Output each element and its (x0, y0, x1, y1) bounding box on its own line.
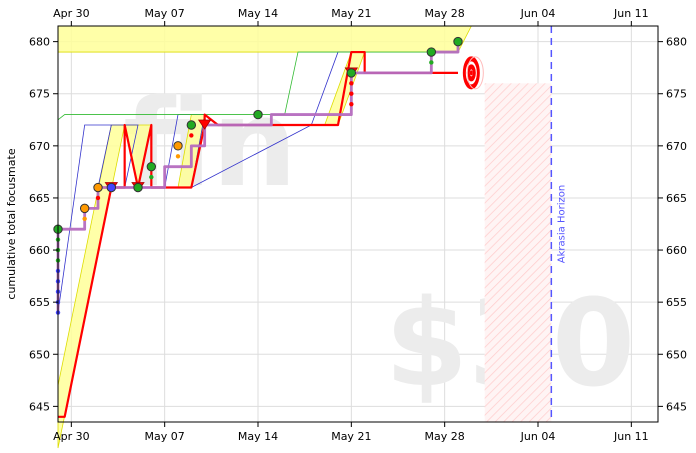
x-tick-label-bottom: Jun 11 (613, 430, 649, 443)
akrasia-horizon: Akrasia Horizon (550, 26, 567, 422)
plot-frame (57, 25, 659, 423)
x-tick-label-bottom: May 14 (238, 430, 278, 443)
y-tick-label-right: 665 (666, 192, 687, 205)
data-point (133, 182, 143, 193)
x-tick-label-bottom: May 21 (331, 430, 371, 443)
data-point (173, 141, 183, 151)
small-dot (349, 81, 354, 86)
data-point (146, 161, 157, 172)
y-tick-label-left: 645 (29, 400, 50, 413)
small-dot (82, 216, 87, 221)
small-dot (95, 195, 101, 201)
small-dot (189, 133, 194, 138)
x-tick-label-top: Apr 30 (53, 7, 90, 20)
small-dot (149, 174, 154, 180)
x-tick-label-bottom: May 28 (425, 430, 465, 443)
x-tick-label-top: May 14 (238, 7, 278, 20)
y-tick-label-right: 645 (666, 400, 687, 413)
y-tick-label-left: 680 (29, 36, 50, 49)
y-tick-label-left: 650 (29, 348, 50, 361)
plot-background (58, 26, 658, 422)
horizon-label: Akrasia Horizon (556, 185, 567, 263)
y-tick-label-right: 660 (666, 244, 687, 257)
yellow-band (57, 25, 472, 53)
x-tick-label-bottom: Jun 04 (520, 430, 556, 443)
watermark-upper: fin (123, 75, 297, 214)
y-tick-label-left: 655 (29, 296, 50, 309)
data-point (346, 68, 357, 78)
y-tick-label-right: 655 (666, 296, 687, 309)
data-point (253, 109, 263, 120)
goal-ring (469, 70, 473, 76)
data-point (79, 203, 90, 214)
x-tick-label-top: May 28 (425, 7, 465, 20)
data-point (93, 182, 103, 193)
y-tick-label-right: 670 (666, 140, 687, 153)
y-tick-label-left: 660 (29, 244, 50, 257)
x-tick-label-top: Jun 11 (613, 7, 649, 20)
red-hatch-area (484, 83, 552, 422)
goal-ring-shadow (466, 56, 484, 90)
data-point (453, 36, 463, 47)
x-tick-label-bottom: Apr 30 (53, 430, 90, 443)
y-tick-label-left: 675 (29, 88, 50, 101)
data-point (186, 120, 197, 130)
y-tick-label-left: 665 (29, 192, 50, 205)
goal-bullseye (462, 56, 484, 90)
small-dot (349, 91, 354, 96)
y-axis-title: cumulative total focusmate (5, 148, 18, 299)
y-tick-label-right: 675 (666, 88, 687, 101)
x-tick-label-top: May 07 (145, 7, 185, 20)
red-hatch-region (484, 83, 552, 422)
plot-area (58, 26, 658, 422)
y-tick-label-left: 670 (29, 140, 50, 153)
red-triangle-marker (197, 119, 212, 130)
data-markers (53, 36, 463, 315)
axes: Apr 30 Apr 30 May 07 May 07 May 14 May 14 May … (29, 7, 687, 443)
small-dot (349, 101, 354, 107)
data-point (106, 182, 117, 193)
small-dot (175, 154, 181, 159)
x-tick-label-top: May 21 (331, 7, 371, 20)
small-dot (429, 60, 434, 65)
x-tick-label-bottom: May 07 (145, 430, 185, 443)
data-point (426, 47, 437, 57)
x-tick-label-top: Jun 04 (520, 7, 556, 20)
y-tick-label-right: 680 (666, 36, 687, 49)
y-tick-label-right: 650 (666, 348, 687, 361)
